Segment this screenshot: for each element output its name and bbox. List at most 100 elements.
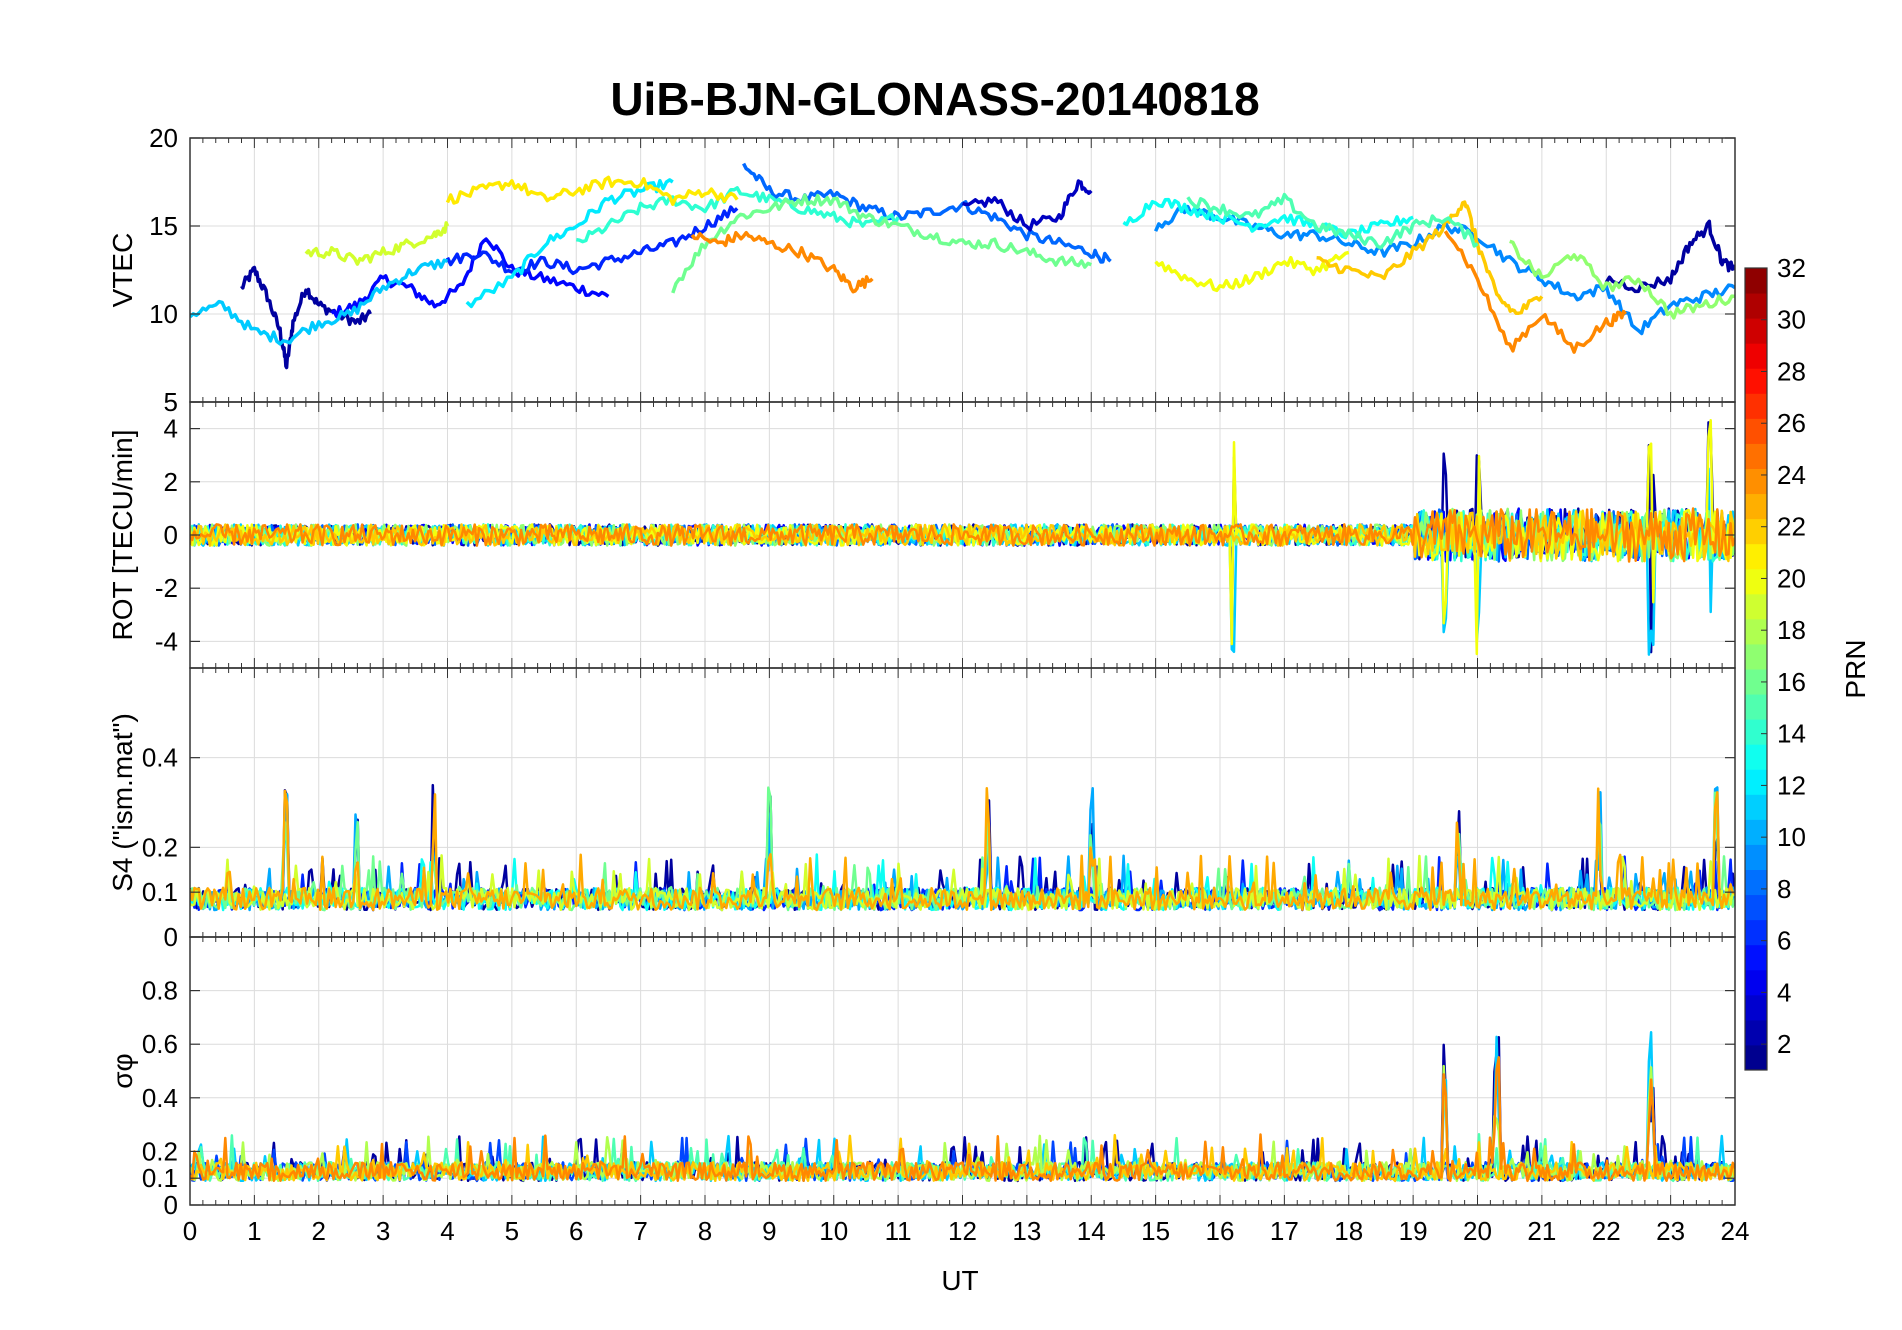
colorbar-tick-label: 30 [1777, 305, 1806, 335]
x-tick-label: 23 [1656, 1216, 1685, 1246]
colorbar-segment [1745, 819, 1767, 845]
vtec-series-line [1443, 230, 1627, 354]
colorbar-segment [1745, 1044, 1767, 1071]
colorbar-tick-label: 10 [1777, 822, 1806, 852]
y-tick-label: 0 [164, 520, 178, 550]
chart-title: UiB-BJN-GLONASS-20140818 [610, 73, 1259, 125]
colorbar-tick-label: 26 [1777, 408, 1806, 438]
colorbar-segment [1745, 694, 1767, 720]
y-tick-label: -2 [155, 573, 178, 603]
x-tick-label: 15 [1141, 1216, 1170, 1246]
y-tick-label: 0.6 [142, 1029, 178, 1059]
vtec-series-line [1154, 250, 1350, 293]
colorbar-segment [1745, 769, 1767, 795]
y-tick-label: 5 [164, 387, 178, 417]
y-tick-label: 15 [149, 211, 178, 241]
vtec-series-line [1186, 192, 1479, 250]
sigma_phi-data [190, 1031, 1735, 1183]
y-tick-label: 0.2 [142, 1136, 178, 1166]
s4-series-line [190, 787, 1735, 912]
colorbar-tick-label: 18 [1777, 615, 1806, 645]
colorbar-tick-label: 12 [1777, 770, 1806, 800]
colorbar-segment [1745, 418, 1767, 444]
vtec-ylabel: VTEC [107, 233, 138, 308]
colorbar-tick-label: 28 [1777, 356, 1806, 386]
vtec-series-line [445, 175, 739, 206]
colorbar-segment [1745, 318, 1767, 344]
x-tick-label: 0 [183, 1216, 197, 1246]
y-tick-label: 0.1 [142, 877, 178, 907]
sigma_phi-ylabel: σφ [107, 1053, 138, 1088]
vtec-series-line [465, 178, 674, 309]
y-tick-label: 0.4 [142, 1083, 178, 1113]
x-tick-label: 21 [1527, 1216, 1556, 1246]
colorbar-segment [1745, 568, 1767, 595]
s4-ylabel: S4 ("ism.mat") [107, 713, 138, 892]
vtec-panel: 5 10 15 20 VTEC [107, 123, 1736, 417]
colorbar-segment [1745, 368, 1767, 394]
colorbar-segment [1745, 593, 1767, 620]
colorbar-segment [1745, 493, 1767, 520]
colorbar-segment [1745, 794, 1767, 820]
x-tick-label: 22 [1592, 1216, 1621, 1246]
vtec-series-line [1604, 219, 1735, 294]
colorbar-segment [1745, 1019, 1767, 1046]
colorbar-segment [1745, 869, 1767, 896]
x-tick-label: 13 [1012, 1216, 1041, 1246]
y-tick-label: 0.2 [142, 832, 178, 862]
colorbar-tick-label: 24 [1777, 460, 1806, 490]
y-tick-label: 0.1 [142, 1163, 178, 1193]
y-tick-label: 0.4 [142, 743, 178, 773]
colorbar-tick-label: 8 [1777, 874, 1791, 904]
colorbar-segment [1745, 643, 1767, 670]
x-tick-label: 1 [247, 1216, 261, 1246]
x-tick-label: 19 [1399, 1216, 1428, 1246]
y-tick-label: 4 [164, 414, 178, 444]
vtec-data [190, 162, 1735, 370]
s4-data [190, 783, 1735, 912]
colorbar-frame [1744, 267, 1768, 1071]
sigma-phi-panel: 00.10.2 0.4 0.6 0.8 σφ [107, 936, 1736, 1220]
vtec-series-line [1316, 200, 1544, 316]
x-tick-label: 20 [1463, 1216, 1492, 1246]
vtec-series-line [1509, 239, 1735, 320]
colorbar-tick-label: 22 [1777, 512, 1806, 542]
x-tick-label: 4 [440, 1216, 454, 1246]
x-tick-label: 5 [505, 1216, 519, 1246]
x-tick-label: 16 [1206, 1216, 1235, 1246]
colorbar-segment [1745, 919, 1767, 946]
vtec-series-line [190, 258, 448, 346]
y-tick-label: 20 [149, 123, 178, 153]
x-tick-label: 3 [376, 1216, 390, 1246]
x-tick-label: 8 [698, 1216, 712, 1246]
colorbar-segment [1745, 994, 1767, 1021]
x-tick-label: 14 [1077, 1216, 1106, 1246]
rot-ylabel: ROT [TECU/min] [107, 429, 138, 640]
colorbar-segment [1745, 443, 1767, 469]
x-tick-label: 12 [948, 1216, 977, 1246]
colorbar-segment [1745, 969, 1767, 996]
x-tick-label: 6 [569, 1216, 583, 1246]
colorbar-segment [1745, 844, 1767, 870]
colorbar-segment [1745, 393, 1767, 419]
colorbar-segment [1745, 669, 1767, 695]
y-tick-label: 2 [164, 467, 178, 497]
vtec-series-line [445, 205, 739, 276]
colorbar-segment [1745, 719, 1767, 745]
vtec-series-line [304, 221, 450, 266]
vtec-series-line [330, 237, 610, 319]
colorbar-tick-label: 16 [1777, 667, 1806, 697]
colorbar-tick-label: 20 [1777, 563, 1806, 593]
x-tick-label: 2 [312, 1216, 326, 1246]
y-tick-label: 0.8 [142, 976, 178, 1006]
y-tick-label: 0 [164, 922, 178, 952]
x-tick-label: 11 [885, 1216, 912, 1246]
colorbar-tick-label: 14 [1777, 719, 1806, 749]
colorbar-tick-label: 6 [1777, 926, 1791, 956]
colorbar-segment [1745, 293, 1767, 319]
colorbar-segment [1745, 894, 1767, 921]
vtec-series-line [1122, 197, 1414, 240]
x-tick-label: 7 [633, 1216, 647, 1246]
